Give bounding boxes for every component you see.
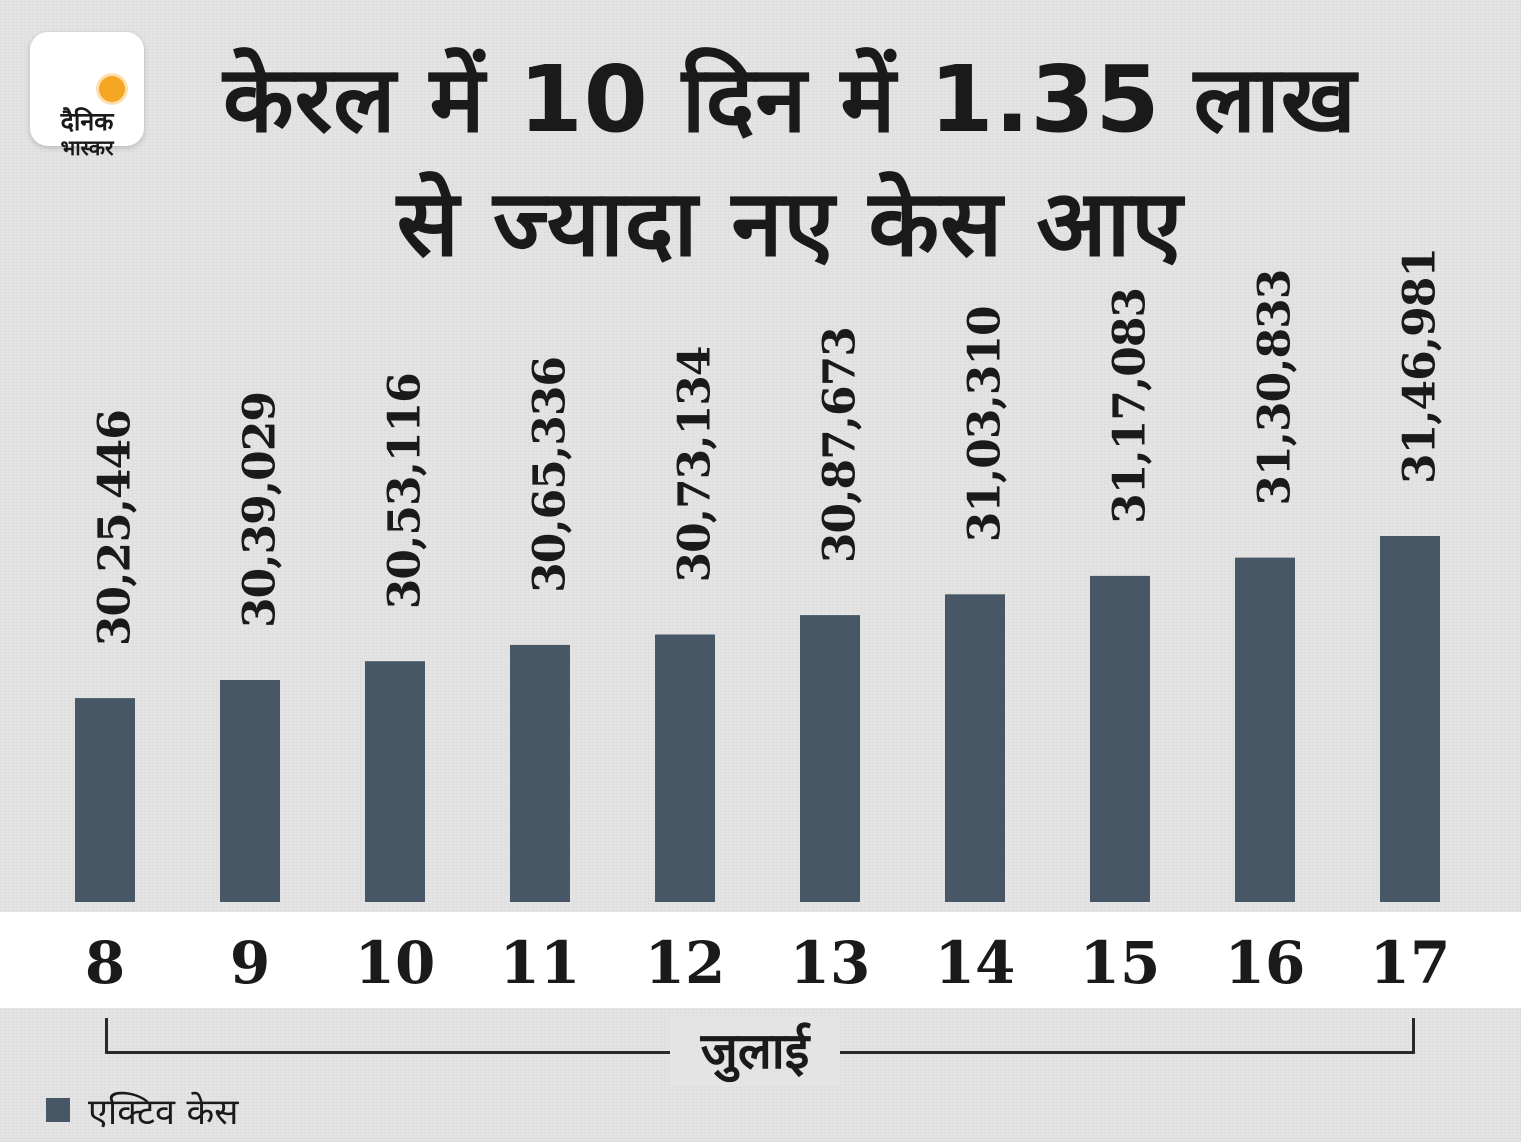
logo-text-line-1: दैनिक bbox=[60, 107, 114, 136]
chart-title: केरल में 10 दिन में 1.35 लाख से ज्यादा न… bbox=[170, 38, 1410, 286]
x-tick-label-8: 8 bbox=[84, 929, 126, 997]
logo-text-line-2: भास्कर bbox=[60, 136, 114, 160]
chart-title-line-1: केरल में 10 दिन में 1.35 लाख bbox=[222, 46, 1358, 153]
value-label-16: 31,30,833 bbox=[1250, 270, 1301, 506]
chart-title-line-2: से ज्यादा नए केस आए bbox=[396, 170, 1184, 277]
bar-15 bbox=[1090, 575, 1150, 902]
x-axis-band bbox=[0, 912, 1521, 1008]
legend-swatch bbox=[46, 1098, 70, 1122]
value-label-11: 30,65,336 bbox=[525, 357, 576, 593]
month-label: जुलाई bbox=[670, 1016, 840, 1086]
x-tick-label-15: 15 bbox=[1079, 929, 1161, 997]
bar-13 bbox=[800, 615, 860, 902]
dainik-bhaskar-logo: दैनिक भास्कर bbox=[30, 32, 144, 160]
x-tick-label-11: 11 bbox=[499, 929, 581, 997]
sun-icon bbox=[99, 76, 125, 102]
legend-label: एक्टिव केस bbox=[88, 1091, 239, 1133]
value-label-15: 31,17,083 bbox=[1105, 288, 1156, 524]
value-label-12: 30,73,134 bbox=[670, 347, 721, 583]
x-tick-label-13: 13 bbox=[789, 929, 871, 997]
value-label-14: 31,03,310 bbox=[960, 306, 1011, 542]
value-label-10: 30,53,116 bbox=[380, 373, 431, 609]
x-tick-label-14: 14 bbox=[934, 929, 1016, 997]
value-label-9: 30,39,029 bbox=[235, 392, 286, 628]
x-tick-label-9: 9 bbox=[229, 929, 271, 997]
bar-16 bbox=[1235, 557, 1295, 902]
value-label-8: 30,25,446 bbox=[90, 410, 141, 646]
legend: एक्टिव केस bbox=[46, 1082, 238, 1138]
bar-14 bbox=[945, 594, 1005, 902]
bar-9 bbox=[220, 680, 280, 902]
bar-12 bbox=[655, 634, 715, 902]
value-label-13: 30,87,673 bbox=[815, 327, 866, 563]
bar-chart: 30,25,446 30,39,029 30,53,116 30,65,336 30,7… bbox=[75, 248, 1446, 902]
x-tick-label-10: 10 bbox=[354, 929, 436, 997]
x-tick-label-17: 17 bbox=[1369, 929, 1451, 997]
bar-11 bbox=[510, 644, 570, 902]
x-tick-label-12: 12 bbox=[644, 929, 726, 997]
bar-17 bbox=[1380, 536, 1440, 902]
bar-8 bbox=[75, 698, 135, 902]
x-tick-label-16: 16 bbox=[1224, 929, 1306, 997]
value-label-17: 31,46,981 bbox=[1395, 248, 1446, 484]
bar-10 bbox=[365, 661, 425, 902]
